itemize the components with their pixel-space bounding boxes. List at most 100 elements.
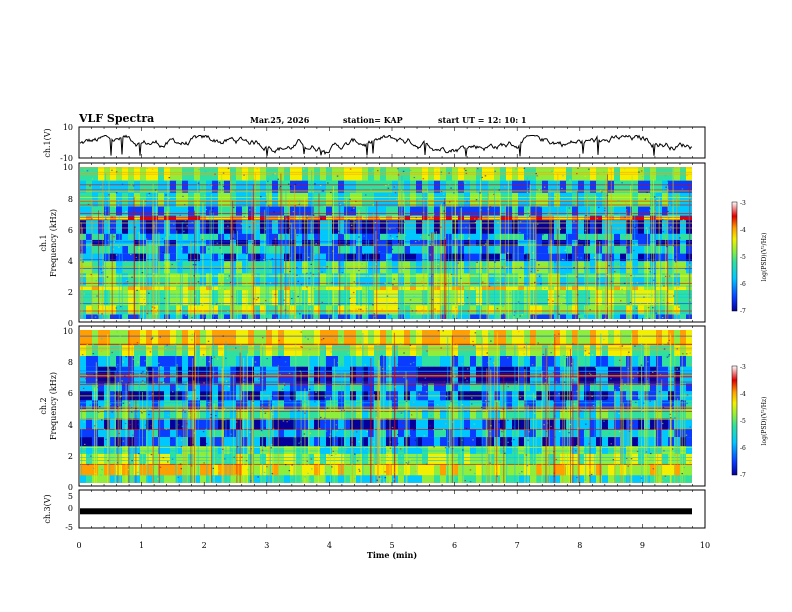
spectrogram-spheric [487,190,489,319]
spectrogram-cell [590,345,597,357]
spectrogram-speckle [131,411,133,413]
spectrogram-cell [584,437,591,447]
spectrogram-cell [446,356,453,367]
spectrogram-speckle [269,282,272,284]
spectrogram-cell [638,220,645,234]
spectrogram-speckle [343,347,345,350]
spectrogram-speckle [689,461,691,463]
spectrogram-speckle [289,399,291,401]
spectrogram-cell [164,330,171,346]
spectrogram-cell [386,383,393,392]
spectrogram-speckle [538,189,540,191]
spectrogram-cell [590,383,597,392]
spectrogram-spheric [272,405,274,483]
spectrogram-cell [602,305,609,315]
spectrogram-cell [566,233,573,240]
spectrogram-cell [428,409,435,419]
spectrogram-spheric [614,389,616,483]
spectrogram-speckle [683,466,686,469]
spectrogram-spheric [528,238,530,319]
spectrogram-speckle [384,281,386,284]
spectrogram-cell [296,192,303,207]
spectrogram-speckle [624,383,626,386]
spectrogram-speckle [463,168,466,170]
spectrogram-line [80,190,692,192]
spectrogram-cell [254,253,261,262]
spectrogram-cell [578,400,585,410]
spectrogram-speckle [564,297,567,299]
spectrogram-cell [440,290,447,306]
spectrogram-speckle [413,295,415,298]
spectrogram-speckle [562,175,564,177]
spectrogram-speckle [278,356,281,358]
spectrogram-cell [500,446,507,454]
spectrogram-cell [506,273,513,286]
spectrogram-speckle [187,210,189,212]
spectrogram-speckle [448,407,451,409]
spectrogram-cell [158,345,165,357]
spectrogram-cell [614,464,621,476]
spectrogram-cell [152,356,159,367]
spectrogram-speckle [553,472,555,474]
spectrogram-speckle [125,211,127,213]
spectrogram-cell [542,437,549,447]
spectrogram-cell [554,314,561,319]
spectrogram-cell [506,206,513,216]
spectrogram-spheric [231,217,233,319]
spectrogram-speckle [375,263,377,265]
spectrogram-speckle [566,246,568,248]
spectrogram-speckle [101,212,103,215]
spectrogram-cell [572,215,579,221]
spectrogram-cell [218,356,225,367]
spectrogram-speckle [689,426,691,428]
spectrogram-cell [470,446,477,454]
spectrogram-speckle [661,317,664,319]
spectrogram-cell [296,418,303,430]
spectrogram-cell [326,446,333,454]
spectrogram-cell [440,418,447,430]
spectrogram-speckle [448,184,451,186]
spectrogram-speckle [203,462,205,464]
spectrogram-cell [506,253,513,262]
spectrogram-speckle [256,168,258,170]
spectrogram-speckle [677,282,679,284]
spectrogram-cell [344,409,351,419]
spectrogram-cell [206,446,213,454]
spectrogram-cell [314,220,321,234]
spectrogram-cell [80,192,87,207]
spectrogram-spheric [658,196,660,319]
spectrogram-speckle [476,261,478,263]
spectrogram-cell [236,215,243,221]
spectrogram-cell [632,290,639,306]
spectrogram-speckle [140,339,142,341]
spectrogram-cell [446,345,453,357]
spectrogram-speckle [629,424,632,426]
spectrogram-cell [176,345,183,357]
spectrogram-cell [248,383,255,392]
spectrogram-cell [494,206,501,216]
spectrogram-speckle [215,415,217,417]
spectrogram-cell [158,464,165,476]
spectrogram-cell [680,418,687,430]
spectrogram-spheric [599,373,601,483]
spectrogram-cell [680,290,687,306]
spectrogram-cell [230,215,237,221]
spectrogram-line [80,310,692,312]
spectrogram-cell [140,192,147,207]
spectrogram-speckle [558,313,560,315]
spectrogram-spheric [306,215,308,319]
spectrogram-cell [392,192,399,207]
spectrogram-speckle [532,314,534,316]
spectrogram-cell [290,290,297,306]
spectrogram-cell [470,215,477,221]
spectrogram-spheric [435,231,437,319]
spectrogram-speckle [198,190,201,192]
spectrogram-cell [584,356,591,367]
spectrogram-speckle [218,182,221,184]
spectrogram-speckle [558,365,560,367]
spectrogram-speckle [145,463,147,465]
spectrogram-cell [578,453,585,465]
spectrogram-speckle [655,284,657,286]
spectrogram-cell [416,356,423,367]
spectrogram-speckle [150,414,153,416]
